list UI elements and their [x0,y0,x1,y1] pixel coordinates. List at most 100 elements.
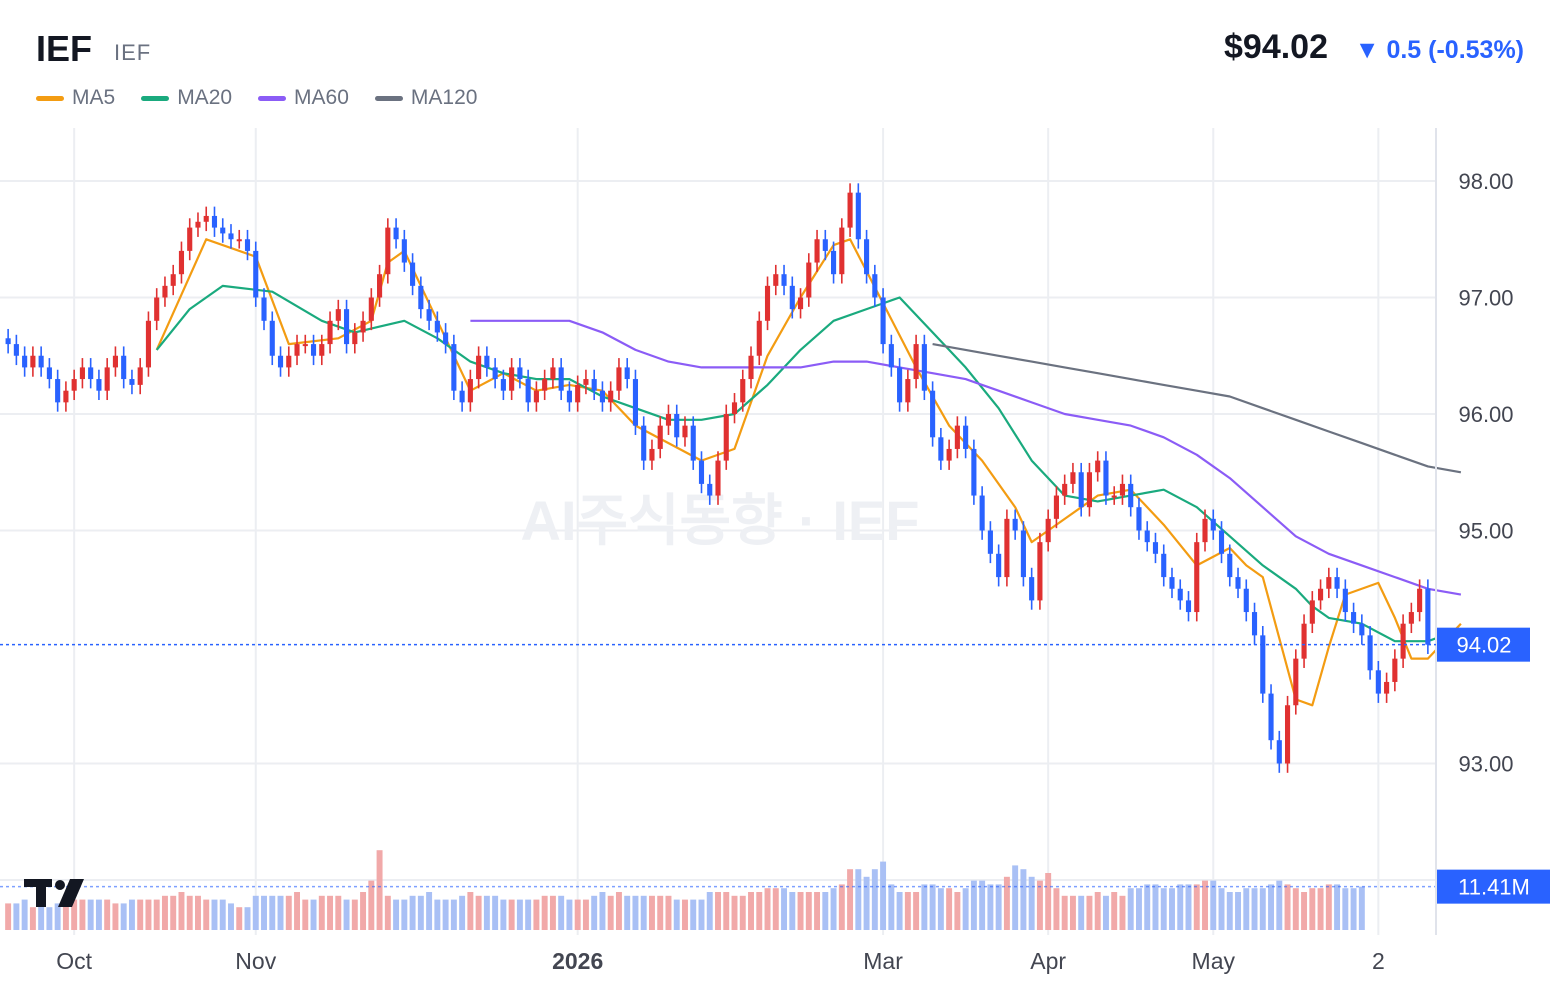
candle [1375,660,1381,703]
candle [748,346,754,389]
candle-body [1243,588,1249,613]
volume-bar [417,895,424,930]
candle-body [1210,518,1216,531]
legend-item-ma60[interactable]: MA60 [258,86,349,110]
volume-bar [772,888,779,930]
volume-bar [1334,884,1341,930]
candle [789,276,795,319]
candle-body [781,274,787,286]
volume-bar [896,892,903,930]
candle [979,486,985,540]
candle [377,264,383,307]
candle-body [129,379,135,385]
candle-body [145,320,152,368]
volume-bar [252,895,259,930]
volume-bar [591,895,598,930]
legend-item-ma120[interactable]: MA120 [374,86,477,110]
candle [1177,579,1183,610]
candle-body [1136,507,1142,531]
candle [96,369,102,401]
candle [707,474,713,505]
candle-body [764,285,771,321]
volume-bar [1020,869,1027,930]
candle-body [228,233,234,240]
candle-body [1400,623,1406,659]
candle [401,229,407,272]
candle-body [1218,530,1225,554]
volume-bar [128,899,135,930]
candle-body [1012,518,1018,531]
candle [5,328,11,354]
candle-body [1045,518,1051,543]
candle [1194,532,1200,622]
volume-bar [161,895,168,930]
candle-body [979,495,985,531]
candle [63,381,69,412]
candle-body [1029,577,1035,601]
candle [13,334,19,366]
last-price-label-box [1437,627,1530,662]
volume-bar [979,880,986,930]
legend-item-ma5[interactable]: MA5 [36,86,115,110]
candle [1185,591,1192,622]
candle [154,288,160,331]
candle [781,264,787,296]
candle [1227,544,1233,587]
candle [1351,602,1357,634]
candle-body [96,379,102,391]
candle [897,358,903,412]
volume-bar [459,895,466,930]
volume-bar [624,895,631,930]
volume-bar [1292,888,1299,930]
candle-body [1392,658,1398,682]
volume-bar [533,899,540,930]
volume-bar [1045,873,1052,930]
candle-body [888,344,894,368]
candle-body [203,215,209,222]
volume-bar [1036,880,1043,930]
candle [467,369,473,412]
candle [872,264,878,307]
volume-bar [1235,892,1241,930]
candle-body [1284,705,1291,764]
candle [682,416,688,447]
volume-bar [937,888,944,930]
candle-body [195,221,201,228]
candle-body [410,262,416,286]
candle [1103,451,1109,505]
candle [236,229,242,249]
candle [22,346,28,377]
volume-bar [582,899,589,930]
candle-body [525,379,531,403]
candle-body [426,309,432,321]
volume-bar [970,880,977,930]
x-tick-label: May [1192,948,1236,974]
volume-bar [962,888,969,930]
legend-item-ma20[interactable]: MA20 [141,86,232,110]
candle [921,334,927,401]
volume-bar [797,892,804,930]
volume-bar [467,892,474,930]
candle [624,358,630,389]
volume-bar [739,895,746,930]
volume-bar [1086,895,1093,930]
candle-body [484,355,490,368]
candle [385,218,391,284]
candle-body [1408,612,1414,624]
volume-bar [847,869,854,930]
candle [715,451,721,505]
volume-label: 11.41M [1458,875,1530,900]
candle [46,358,52,389]
volume-bar [863,876,870,930]
volume-bar [723,892,730,930]
candle-body [954,425,960,449]
candle-body [1062,483,1068,496]
volume-bar [838,884,845,930]
candle-body [682,425,688,438]
legend-swatch-ma120 [374,95,403,101]
candle [649,439,655,470]
candle-body [443,332,449,345]
volume-bar [1276,880,1283,930]
candle [1251,602,1258,645]
